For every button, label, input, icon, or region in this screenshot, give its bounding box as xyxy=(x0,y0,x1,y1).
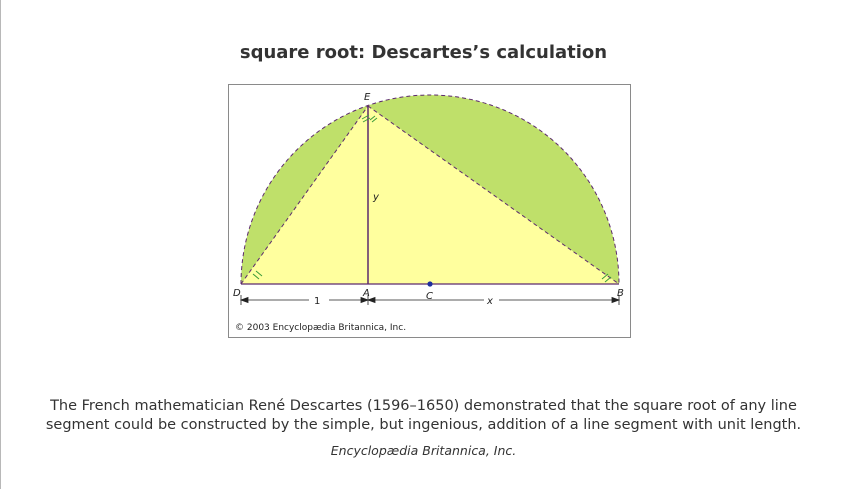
label-x: x xyxy=(486,296,493,307)
label-b: B xyxy=(617,288,624,299)
label-y: y xyxy=(372,192,380,203)
segment-de xyxy=(240,105,369,285)
label-d: D xyxy=(233,288,241,299)
segment-eb xyxy=(367,105,620,285)
triangle-deb xyxy=(241,106,619,284)
diagram-svg: E D A C B y 1 x xyxy=(233,92,624,307)
angle-marks xyxy=(252,114,612,283)
label-c: C xyxy=(426,291,433,302)
label-one: 1 xyxy=(314,296,320,307)
label-a: A xyxy=(362,288,370,299)
label-e: E xyxy=(364,92,371,103)
page-title: square root: Descartes’s calculation xyxy=(239,42,608,63)
descartes-diagram: E D A C B y 1 x © 2003 Encyclopædia Brit… xyxy=(228,84,631,338)
copyright-notice: © 2003 Encyclopædia Britannica, Inc. xyxy=(235,323,407,333)
caption-source: Encyclopædia Britannica, Inc. xyxy=(330,443,517,458)
caption-text: The French mathematician René Descartes … xyxy=(45,398,802,433)
center-point-c xyxy=(427,281,433,287)
semicircle-arc xyxy=(240,94,620,285)
dimension-lines xyxy=(239,295,621,305)
